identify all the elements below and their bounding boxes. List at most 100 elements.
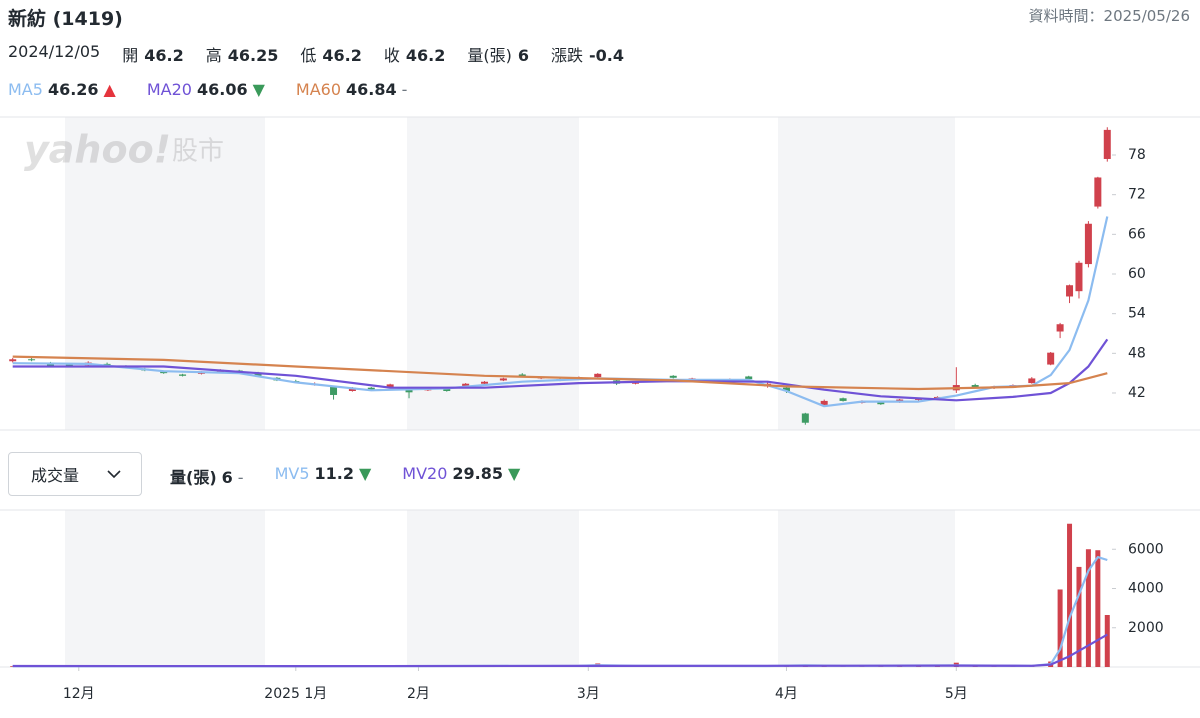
candle-body <box>669 375 677 378</box>
volume-bar <box>746 666 752 667</box>
volume-bar <box>349 666 355 667</box>
candle-body <box>518 374 526 377</box>
quote-label: 高 <box>205 46 222 65</box>
candle-body <box>1056 324 1064 332</box>
y-tick-label: 4000 <box>1128 581 1164 597</box>
volume-bar <box>576 666 582 667</box>
volume-bar <box>632 666 638 667</box>
dropdown-label: 成交量 <box>31 466 80 485</box>
legend-marker: ▼ <box>358 464 372 483</box>
volume-bar <box>727 666 733 667</box>
volume-bar <box>293 666 299 667</box>
candle-body <box>386 384 394 388</box>
volume-bar <box>1057 589 1063 667</box>
legend-name: MV5 <box>274 464 310 483</box>
candle-body <box>46 362 54 366</box>
candle-body <box>65 364 73 366</box>
volume-bar <box>1095 550 1101 667</box>
volume-bar <box>651 666 657 667</box>
chevron <box>107 470 121 479</box>
candle-body <box>330 387 338 395</box>
indicator-dropdown[interactable]: 成交量 <box>8 452 142 496</box>
volume-bar <box>1076 566 1082 667</box>
volume-bar <box>425 666 431 667</box>
candle-body <box>707 380 715 382</box>
x-tick-label: 3月 <box>577 686 600 702</box>
candle-body <box>1028 378 1036 384</box>
quote-value: 46.25 <box>227 46 279 65</box>
quote-value: 46.2 <box>144 46 184 65</box>
candle-body <box>688 378 696 380</box>
volume-bar <box>614 665 620 667</box>
legend-name: MA5 <box>8 80 43 99</box>
moving-average-line <box>12 633 1108 668</box>
legend-value: 11.2 <box>314 464 354 483</box>
candle-body <box>348 387 356 391</box>
candle-body <box>839 398 847 401</box>
volume-bar <box>463 666 469 667</box>
candle-body <box>1066 285 1074 297</box>
x-tick-label: 5月 <box>945 686 968 702</box>
volume-bar <box>821 665 827 667</box>
candle-body <box>952 385 960 391</box>
y-tick-label: 48 <box>1128 345 1146 361</box>
volume-bar <box>1104 614 1110 667</box>
quote-item: 收 46.2 <box>384 42 446 66</box>
quote-item: 高 46.25 <box>206 42 279 66</box>
quote-label: 收 <box>383 46 400 65</box>
volume-bar <box>1067 523 1073 667</box>
candle-body <box>594 373 602 378</box>
legend-value: 29.85 <box>452 464 504 483</box>
x-tick-label: 4月 <box>775 686 798 702</box>
candle-body <box>726 379 734 381</box>
candle-body <box>990 386 998 388</box>
volume-bar <box>991 666 997 667</box>
volume-bar <box>1085 549 1091 667</box>
moving-average-line <box>12 355 1108 391</box>
volume-bar <box>897 666 903 667</box>
candle-body <box>1009 385 1017 388</box>
quote-value: 46.2 <box>405 46 446 65</box>
volume-bar <box>274 666 280 667</box>
volume-bar <box>670 666 676 667</box>
quote-item: 開 46.2 <box>122 42 184 66</box>
quote-row: 2024/12/05 開 46.2 高 46.25 低 46.2 收 46.2 量(張) 6 漲跌 -0… <box>8 42 624 66</box>
candle-body <box>650 379 658 382</box>
volume-bar <box>934 666 940 667</box>
candle-body <box>424 387 432 391</box>
legend-value: 6 <box>221 468 233 487</box>
stock-title: 新紡 (1419) <box>8 8 123 30</box>
candle-body <box>103 363 111 365</box>
candle-body <box>122 365 130 367</box>
candle-body <box>1094 177 1102 207</box>
volume-bar <box>519 666 525 667</box>
legend-name: MV20 <box>402 464 448 483</box>
y-tick-label: 42 <box>1128 385 1146 401</box>
candle-body <box>631 382 639 384</box>
candle-body <box>273 377 281 381</box>
volume-bar <box>878 666 884 667</box>
volume-bar <box>482 666 488 667</box>
candle-body <box>179 374 187 376</box>
candle-body <box>896 399 904 403</box>
candle-body <box>1084 223 1092 265</box>
month-bands <box>65 117 955 667</box>
volume-bar <box>331 665 337 667</box>
legend-item: MA20 46.06 ▼ <box>147 80 270 99</box>
candle-body <box>197 371 205 374</box>
candle-body <box>405 389 413 393</box>
candle-body <box>1103 129 1111 159</box>
candle-body <box>235 370 243 372</box>
legend-marker: ▼ <box>508 464 521 483</box>
candle-body <box>613 380 621 384</box>
candle-body <box>764 383 772 387</box>
volume-bar <box>538 666 544 667</box>
volume-bar <box>29 666 35 667</box>
volume-bar <box>595 663 601 667</box>
volume-bar <box>387 666 393 667</box>
quote-label: 量(張) <box>467 46 512 65</box>
watermark: yahoo! 股市 <box>24 128 224 172</box>
legend-item: MV20 29.85 ▼ <box>402 464 525 488</box>
